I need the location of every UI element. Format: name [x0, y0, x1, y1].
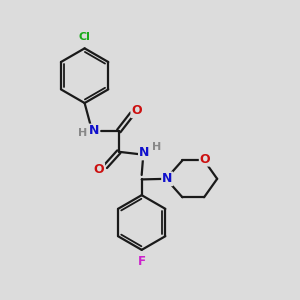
Text: O: O — [131, 104, 142, 117]
Text: N: N — [162, 172, 172, 185]
Text: H: H — [79, 128, 88, 138]
Text: F: F — [138, 255, 146, 268]
Text: Cl: Cl — [79, 32, 91, 42]
Text: N: N — [89, 124, 99, 137]
Text: N: N — [139, 146, 149, 160]
Text: O: O — [200, 153, 210, 166]
Text: H: H — [152, 142, 161, 152]
Text: O: O — [94, 163, 104, 176]
